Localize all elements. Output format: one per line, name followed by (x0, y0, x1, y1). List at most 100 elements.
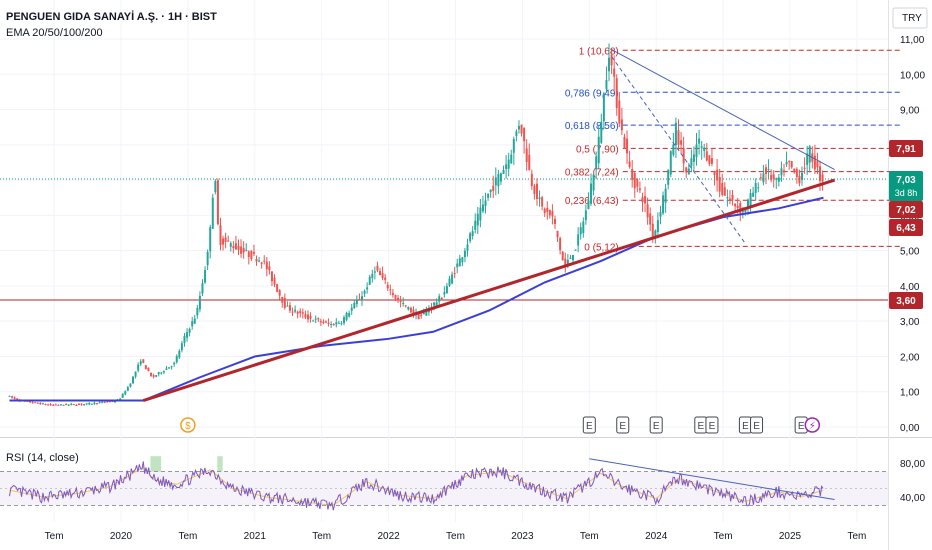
candle-body (731, 194, 734, 201)
candle-body (340, 323, 343, 325)
candle-body (324, 321, 327, 323)
candle-body (147, 367, 150, 372)
candle-body (193, 318, 196, 324)
price-axis[interactable]: 11,0010,009,008,007,006,005,004,003,002,… (892, 7, 928, 504)
candle-body (242, 248, 245, 253)
candle-body (471, 231, 474, 236)
candle-body (373, 271, 376, 273)
candle-body (569, 257, 572, 259)
candle-body (816, 160, 819, 168)
candle-body (577, 234, 580, 246)
earnings-marker-label: E (709, 421, 716, 432)
candle-body (708, 155, 711, 164)
candle-body (85, 403, 88, 405)
candle-body (178, 350, 181, 358)
candle-body (288, 305, 291, 311)
candle-body (764, 167, 767, 175)
candle-body (453, 273, 456, 275)
x-tick-label: 2022 (377, 531, 400, 542)
candle-body (605, 80, 608, 90)
candle-body (422, 312, 425, 315)
candle-body (36, 402, 39, 404)
candle-body (407, 306, 410, 310)
candle-body (294, 309, 297, 312)
candle-body (602, 93, 605, 122)
earnings-marker-label: E (619, 421, 626, 432)
candle-body (556, 230, 559, 238)
candle-body (700, 146, 703, 148)
candle-body (39, 402, 42, 405)
time-axis[interactable]: Tem 2020 Tem 2021 Tem 2022 Tem 2023 Tem 2024 Tem 20… (45, 531, 867, 542)
candle-body (641, 197, 644, 202)
indicator-legend[interactable]: EMA 20/50/100/200 (6, 27, 103, 39)
candle-body (813, 155, 816, 170)
candle-body (319, 321, 322, 323)
candle-body (330, 323, 333, 326)
candle-body (538, 197, 541, 200)
candle-body (579, 227, 582, 235)
earnings-marker-label: E (653, 421, 660, 432)
candle-body (631, 169, 634, 180)
candle-body (312, 320, 315, 322)
rsi-legend[interactable]: RSI (14, close) (6, 452, 79, 464)
candle-body (150, 372, 153, 376)
candle-body (219, 225, 222, 245)
candle-body (592, 174, 595, 191)
x-tick-label: 2021 (244, 531, 267, 542)
candle-body (52, 404, 55, 406)
dividend-marker-label: $ (185, 421, 191, 432)
candle-body (546, 207, 549, 212)
candle-body (667, 169, 670, 185)
candle-body (608, 57, 611, 72)
candle-body (265, 261, 268, 270)
candle-body (299, 310, 302, 314)
candle-body (744, 208, 747, 212)
candle-body (633, 173, 636, 189)
candle-body (268, 266, 271, 271)
candle-body (523, 127, 526, 142)
candle-body (394, 295, 397, 299)
candle-body (41, 403, 44, 405)
candle-body (572, 255, 575, 261)
x-tick-label: 2024 (645, 531, 668, 542)
candle-body (782, 170, 785, 173)
candle-body (695, 144, 698, 158)
candle-body (348, 312, 351, 317)
y-tick-label: 2,00 (900, 352, 920, 363)
candle-body (664, 188, 667, 203)
candle-body (80, 403, 83, 405)
candle-body (795, 169, 798, 178)
candle-body (62, 404, 65, 406)
y-tick-label: 3,00 (900, 317, 920, 328)
candle-body (75, 405, 78, 407)
grid (0, 0, 888, 522)
candle-body (371, 273, 374, 279)
price-badge-label: 7,02 (896, 205, 916, 216)
candle-body (600, 121, 603, 143)
candle-body (590, 183, 593, 204)
candle-body (113, 401, 116, 403)
candle-body (754, 183, 757, 193)
candle-body (801, 172, 804, 180)
candle-body (806, 153, 809, 165)
candle-body (481, 204, 484, 212)
candle-body (142, 359, 145, 363)
rsi-tick-label: 40,00 (900, 493, 925, 504)
candle-body (749, 193, 752, 206)
candle-body (59, 404, 62, 406)
candle-body (304, 314, 307, 318)
candle-body (793, 168, 796, 173)
candle-body (564, 258, 567, 267)
y-tick-label: 0,00 (900, 423, 920, 434)
candle-body (762, 173, 765, 183)
candle-body (402, 302, 405, 304)
candle-body (229, 243, 232, 247)
candle-body (412, 309, 415, 314)
candle-body (420, 314, 423, 317)
candle-body (126, 387, 129, 391)
candle-body (726, 197, 729, 199)
candle-body (34, 402, 37, 404)
symbol-title[interactable]: PENGUEN GIDA SANAYİ A.Ş. · 1H · BIST (6, 11, 217, 23)
candle-body (206, 251, 209, 266)
